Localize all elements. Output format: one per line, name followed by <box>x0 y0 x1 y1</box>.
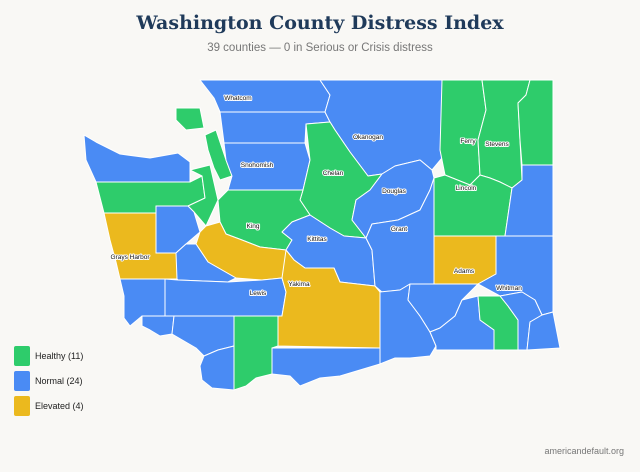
county-mason[interactable] <box>155 205 201 254</box>
county-asotin[interactable] <box>526 311 561 351</box>
legend-swatch-normal <box>14 370 30 391</box>
label-douglas: Douglas <box>382 188 407 195</box>
legend-item-normal: Normal (24) <box>14 368 84 393</box>
map-title: Washington County Distress Index <box>136 12 504 34</box>
label-grays-harbor: Grays Harbor <box>110 254 150 261</box>
label-whitman: Whitman <box>496 285 522 292</box>
label-ferry: Ferry <box>460 138 476 145</box>
legend-item-healthy: Healthy (11) <box>14 343 84 368</box>
county-klickitat[interactable] <box>271 347 381 387</box>
source-credit: americandefault.org <box>544 446 624 456</box>
county-lewis[interactable] <box>164 277 287 317</box>
label-grant: Grant <box>391 226 407 233</box>
legend-swatch-healthy <box>14 345 30 366</box>
legend-label-healthy: Healthy (11) <box>35 350 84 361</box>
label-lincoln: Lincoln <box>456 185 477 192</box>
label-lewis: Lewis <box>250 290 267 297</box>
county-pend-oreille[interactable] <box>517 79 554 166</box>
map-subtitle: 39 counties — 0 in Serious or Crisis dis… <box>207 42 433 54</box>
label-stevens: Stevens <box>485 141 509 148</box>
county-island[interactable] <box>204 129 233 181</box>
county-wahkiakum[interactable] <box>141 315 175 337</box>
label-snohomish: Snohomish <box>241 162 274 169</box>
label-king: King <box>246 223 259 230</box>
county-clark[interactable] <box>199 345 235 391</box>
county-clallam[interactable] <box>83 134 191 183</box>
county-ferry[interactable] <box>439 79 487 186</box>
legend: Healthy (11) Normal (24) Elevated (4) <box>14 343 84 418</box>
label-whatcom: Whatcom <box>224 95 251 102</box>
label-chelan: Chelan <box>323 170 344 177</box>
county-skamania[interactable] <box>233 315 279 391</box>
label-yakima: Yakima <box>288 281 310 288</box>
label-kittitas: Kittitas <box>307 236 327 243</box>
label-okanogan: Okanogan <box>353 134 383 141</box>
county-whatcom[interactable] <box>199 79 331 113</box>
legend-label-elevated: Elevated (4) <box>35 400 84 411</box>
label-adams: Adams <box>454 268 475 275</box>
legend-item-elevated: Elevated (4) <box>14 393 84 418</box>
legend-label-normal: Normal (24) <box>35 375 83 386</box>
county-san-juan[interactable] <box>175 107 205 131</box>
legend-swatch-elevated <box>14 395 30 416</box>
